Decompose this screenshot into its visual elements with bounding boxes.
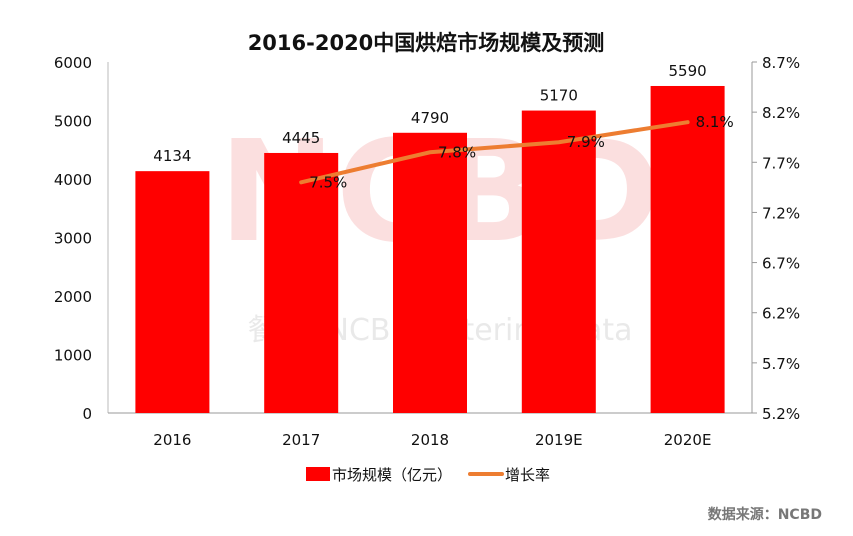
line-data-label: 7.8% xyxy=(438,143,476,161)
bar-data-label: 4445 xyxy=(282,129,320,147)
y-right-tick-label: 5.2% xyxy=(762,405,800,423)
x-tick-label: 2019E xyxy=(535,431,583,449)
y-left-tick-label: 5000 xyxy=(54,113,92,131)
legend-label-bar: 市场规模（亿元） xyxy=(332,466,452,484)
bar-data-label: 4790 xyxy=(411,109,449,127)
x-tick-label: 2017 xyxy=(282,431,320,449)
x-tick-label: 2020E xyxy=(664,431,712,449)
legend-label-line: 增长率 xyxy=(505,466,550,484)
chart-title: 2016-2020中国烘焙市场规模及预测 xyxy=(248,31,605,55)
bar-data-label: 5170 xyxy=(540,87,578,105)
y-left-tick-label: 2000 xyxy=(54,288,92,306)
x-tick-label: 2016 xyxy=(153,431,191,449)
bar xyxy=(264,153,338,413)
y-right-tick-label: 7.2% xyxy=(762,204,800,222)
y-right-tick-label: 5.7% xyxy=(762,355,800,373)
y-right-tick-label: 6.7% xyxy=(762,255,800,273)
y-right-tick-label: 8.2% xyxy=(762,104,800,122)
line-data-label: 7.5% xyxy=(309,173,347,191)
y-right-tick-label: 7.7% xyxy=(762,154,800,172)
y-left-tick-label: 1000 xyxy=(54,347,92,365)
line-data-label: 7.9% xyxy=(567,133,605,151)
legend: 市场规模（亿元） 增长率 xyxy=(306,466,550,484)
bar-data-label: 5590 xyxy=(669,62,707,80)
legend-swatch-bar xyxy=(306,467,330,481)
bar xyxy=(651,86,725,413)
line-data-label: 8.1% xyxy=(696,113,734,131)
y-left-tick-label: 4000 xyxy=(54,171,92,189)
x-tick-label: 2018 xyxy=(411,431,449,449)
bar xyxy=(135,171,209,413)
y-left-tick-label: 3000 xyxy=(54,230,92,248)
y-right-tick-label: 8.7% xyxy=(762,54,800,72)
bar-data-label: 4134 xyxy=(153,147,191,165)
y-right-tick-label: 6.2% xyxy=(762,305,800,323)
y-left-tick-label: 0 xyxy=(82,405,92,423)
source-note: 数据来源：NCBD xyxy=(708,506,822,523)
y-left-tick-label: 6000 xyxy=(54,54,92,72)
bar xyxy=(393,133,467,413)
bar xyxy=(522,111,596,413)
